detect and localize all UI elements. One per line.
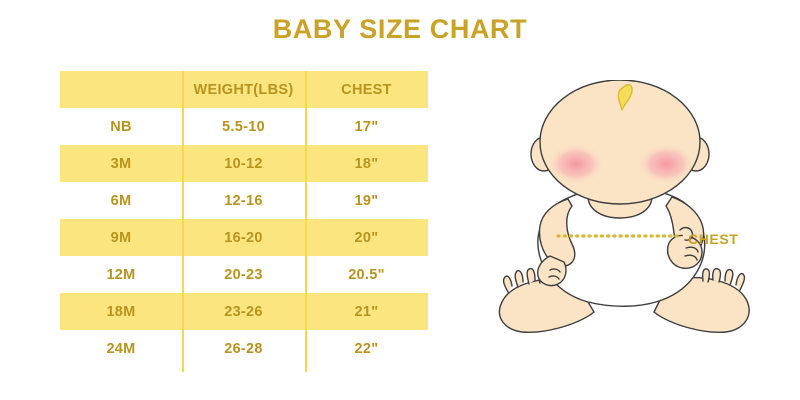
baby-toe xyxy=(701,268,711,283)
cell-size: NB xyxy=(110,118,132,135)
cell-chest: 21" xyxy=(354,303,379,320)
cell-size: 24M xyxy=(106,340,136,357)
table-row: 3M 10-12 18" xyxy=(60,145,428,182)
baby-toe xyxy=(502,275,513,293)
cell-chest: 22" xyxy=(354,340,379,357)
chest-label: CHEST xyxy=(688,231,739,247)
table-row: 9M 16-20 20" xyxy=(60,219,428,256)
baby-finger-line xyxy=(685,246,699,253)
cell-size: 3M xyxy=(110,155,132,172)
column-divider-left xyxy=(182,71,184,372)
cell-weight: 16-20 xyxy=(224,229,263,246)
page-title: BABY SIZE CHART xyxy=(272,14,528,44)
cell-weight: 20-23 xyxy=(224,266,263,283)
cell-chest: 17" xyxy=(354,118,379,135)
cell-weight: 12-16 xyxy=(224,192,263,209)
baby-toe xyxy=(724,268,734,286)
cell-chest: 18" xyxy=(354,155,379,172)
baby-toe xyxy=(735,272,746,291)
baby-toe xyxy=(526,267,536,285)
baby-finger-line xyxy=(549,268,561,273)
table-row: 12M 20-23 20.5" xyxy=(60,256,428,293)
table-header-row: WEIGHT(LBS) CHEST xyxy=(60,71,428,108)
cell-chest: 20" xyxy=(354,229,379,246)
column-divider-right xyxy=(305,71,307,372)
table-row: 24M 26-28 22" xyxy=(60,330,428,367)
baby-toe xyxy=(712,267,722,283)
baby-size-table: WEIGHT(LBS) CHEST NB 5.5-10 17" 3M 10-12… xyxy=(60,71,428,367)
baby-hair-curl xyxy=(617,84,633,111)
baby-illustration xyxy=(498,80,750,334)
baby-left-cheek xyxy=(548,144,604,184)
table-row: 6M 12-16 19" xyxy=(60,182,428,219)
cell-chest: 19" xyxy=(354,192,379,209)
cell-chest: 20.5" xyxy=(348,266,385,283)
baby-finger-line xyxy=(684,254,698,261)
cell-size: 12M xyxy=(106,266,136,283)
baby-thumb xyxy=(679,226,694,241)
cell-weight: 10-12 xyxy=(224,155,263,172)
baby-finger-line xyxy=(548,275,560,280)
header-weight: WEIGHT(LBS) xyxy=(193,81,294,98)
baby-right-cheek xyxy=(638,144,694,184)
baby-right-fist xyxy=(666,234,703,269)
cell-weight: 5.5-10 xyxy=(222,118,265,135)
cell-size: 6M xyxy=(110,192,132,209)
header-size xyxy=(60,71,182,108)
table-row: NB 5.5-10 17" xyxy=(60,108,428,145)
cell-weight: 26-28 xyxy=(224,340,263,357)
cell-size: 18M xyxy=(106,303,136,320)
cell-weight: 23-26 xyxy=(224,303,263,320)
header-chest: CHEST xyxy=(341,81,392,98)
table-row: 18M 23-26 21" xyxy=(60,293,428,330)
baby-toe xyxy=(514,269,524,288)
cell-size: 9M xyxy=(110,229,132,246)
